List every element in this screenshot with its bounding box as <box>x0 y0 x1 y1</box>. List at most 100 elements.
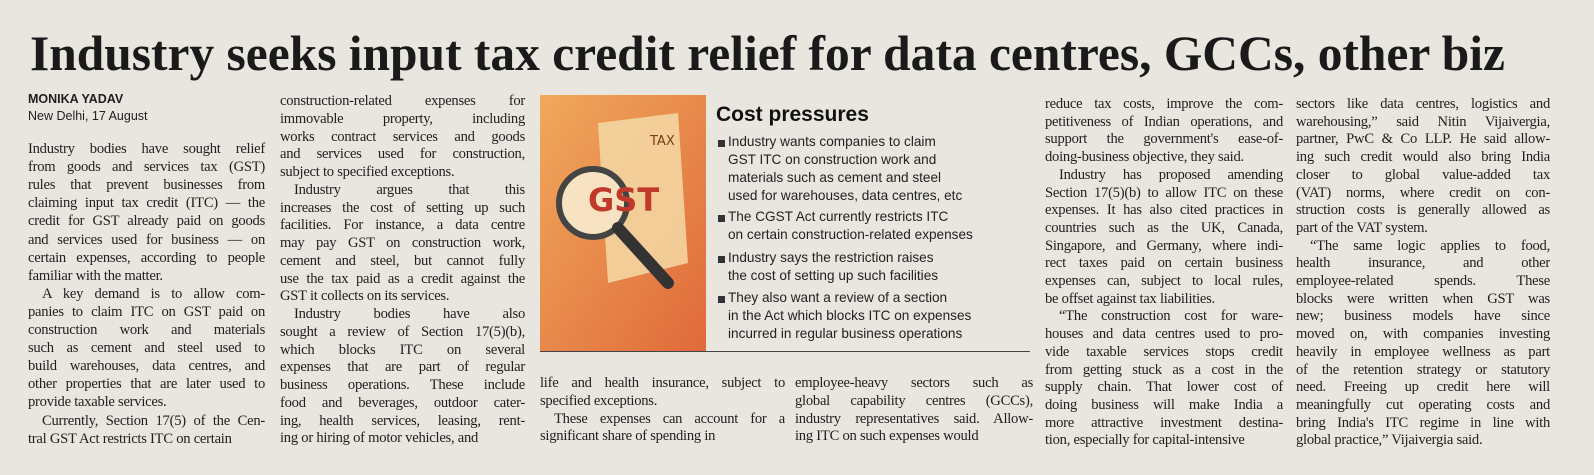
text-line: increases the cost of setting up such <box>280 199 525 216</box>
bullet-line: on certain construction-related expenses <box>728 227 973 242</box>
text-line: may pay GST on construction work, <box>280 235 525 251</box>
factbox-rule <box>540 351 1030 352</box>
text-line: employee-heavy sectors such as <box>795 375 1033 391</box>
text-line: construction work and materials <box>28 322 265 338</box>
text-line: countries such as the UK, Canada, <box>1045 219 1283 236</box>
text-line: heavily in employee wellness as part <box>1296 343 1550 360</box>
text-line: ing or hiring of motor vehicles, and <box>280 430 479 447</box>
text-line: specified exceptions. <box>540 392 658 409</box>
image-label: TAX <box>649 134 675 149</box>
text-line: doing business will make India a <box>1045 396 1283 413</box>
text-line: facilities. For instance, a data centre <box>280 217 525 234</box>
text-line: tion, especially for capital-intensive <box>1045 432 1245 449</box>
text-line: part of the VAT system. <box>1296 219 1428 236</box>
text-line: vide taxable services stops credit <box>1045 343 1283 360</box>
bullet-line: materials such as cement and steel <box>728 170 942 185</box>
text-line: petitiveness of Indian operations, and <box>1045 113 1283 130</box>
text-line: industry representatives said. Allow- <box>795 410 1033 427</box>
text-line: subject to specified exceptions. <box>280 164 455 180</box>
text-line: moved on, with companies investing <box>1296 326 1550 343</box>
bullet-line: the cost of setting up such facilities <box>728 268 939 283</box>
text-line: reduce tax costs, improve the com- <box>1045 96 1283 112</box>
text-line: doing-business objective, they said. <box>1045 149 1244 166</box>
text-line: closer to global value-added tax <box>1296 166 1550 183</box>
bullet-line: GST ITC on construction work and <box>728 152 937 167</box>
text-line: ing such credit would also bring India <box>1296 149 1550 166</box>
text-line: health insurance, and other <box>1296 255 1550 272</box>
text-line: credit for GST already paid on goods <box>28 213 265 230</box>
text-line: support the government's ease-of- <box>1045 131 1283 148</box>
text-line: expenses. It has also cited practices in <box>1045 202 1283 219</box>
text-line: be offset against tax liabilities. <box>1045 290 1215 307</box>
text-line: (VAT) norms, where credit on con- <box>1296 184 1550 201</box>
text-line: tral GST Act restricts ITC on certain <box>28 430 232 447</box>
bullet-marker <box>718 140 725 147</box>
text-line: life and health insurance, subject to <box>540 375 785 391</box>
headline: Industry seeks input tax credit relief f… <box>30 25 1505 81</box>
text-line: global practice,” Vijaivergia said. <box>1296 432 1483 449</box>
text-line: Singapore, and Germany, where indi- <box>1045 237 1283 254</box>
bullet-line: in the Act which blocks ITC on expenses <box>728 308 972 323</box>
text-line: global capability centres (GCCs), <box>795 392 1033 409</box>
document-shape <box>598 113 688 283</box>
text-line: GST it collects on its services. <box>280 288 450 305</box>
text-line: “The construction cost for ware- <box>1059 308 1283 325</box>
text-line: Industry argues that this <box>294 181 525 198</box>
text-line: build warehouses, data centres, and <box>28 358 265 375</box>
text-line: Industry bodies have also <box>294 306 525 322</box>
text-line: sectors like data centres, logistics and <box>1296 96 1550 112</box>
text-line: other properties that are later used to <box>28 376 265 393</box>
text-line: immovable property, including <box>280 110 525 127</box>
text-line: These expenses can account for a <box>554 410 785 427</box>
magnifier-handle <box>612 222 674 289</box>
bullet-line: Industry wants companies to claim <box>728 134 936 149</box>
text-line: rules that prevent businesses from <box>28 177 265 194</box>
text-line: familiar with the matter. <box>28 267 163 284</box>
bullet-line: incurred in regular business operations <box>728 326 963 341</box>
bullet-marker <box>718 215 725 222</box>
text-line: A key demand is to allow com- <box>42 285 265 302</box>
text-line: “The same logic applies to food, <box>1310 237 1550 254</box>
text-line: partner, PwC & Co LLP. He said allow- <box>1296 131 1550 148</box>
text-line: from goods and services tax (GST) <box>28 159 265 176</box>
text-line: use the tax paid as a credit against the <box>280 270 525 287</box>
bullet-marker <box>718 296 725 303</box>
author: MONIKA YADAV <box>28 92 124 106</box>
text-line: claiming input tax credit (ITC) — the <box>28 195 265 212</box>
text-line: employee-related spends. These <box>1296 273 1550 289</box>
text-line: and services used for business — on <box>28 231 265 248</box>
text-line: more attractive investment destina- <box>1045 414 1283 431</box>
text-line: bring India's ITC regime in line with <box>1296 414 1550 431</box>
text-line: panies to claim ITC on GST paid on <box>28 303 265 320</box>
text-line: Industry bodies have sought relief <box>28 141 265 157</box>
magnifier <box>556 166 630 240</box>
text-line: struction costs is generally allowed as <box>1296 202 1550 219</box>
text-line: such as cement and steel used to <box>28 340 265 357</box>
bullet-marker <box>718 256 725 263</box>
text-line: construction-related expenses for <box>280 93 525 109</box>
text-line: rect taxes paid on certain business <box>1045 255 1283 272</box>
text-line: expenses that are part of regular <box>280 359 525 376</box>
text-line: blocks were written when GST was <box>1296 290 1550 307</box>
text-line: and services used for construction, <box>280 146 525 163</box>
dateline: New Delhi, 17 August <box>28 109 148 123</box>
text-line: supply chain. That lower cost of <box>1045 379 1283 396</box>
text-line: from getting stuck as a cost in the <box>1045 361 1283 378</box>
text-line: ing ITC on such expenses would <box>795 428 979 445</box>
text-line: cement and steel, but cannot fully <box>280 252 525 269</box>
text-line: which blocks ITC on several <box>280 341 525 358</box>
bullet-line: They also want a review of a section <box>728 290 948 305</box>
bullet-line: The CGST Act currently restricts ITC <box>728 209 949 224</box>
image-label: GST <box>588 181 659 219</box>
bullet-line: Industry says the restriction raises <box>728 250 934 265</box>
text-line: ing, health services, leasing, rent- <box>280 412 525 429</box>
text-line: sought a review of Section 17(5)(b), <box>280 323 525 340</box>
text-line: need. Freeing up credit here will <box>1296 379 1550 396</box>
text-line: food and beverages, outdoor cater- <box>280 394 525 411</box>
text-line: provide taxable services. <box>28 394 167 411</box>
text-line: of the retention strategy or statutory <box>1296 361 1550 378</box>
text-line: expenses can, subject to local rules, <box>1045 273 1283 289</box>
text-line: houses and data centres used to pro- <box>1045 326 1283 343</box>
factbox-illustration: TAX GST <box>540 95 706 351</box>
